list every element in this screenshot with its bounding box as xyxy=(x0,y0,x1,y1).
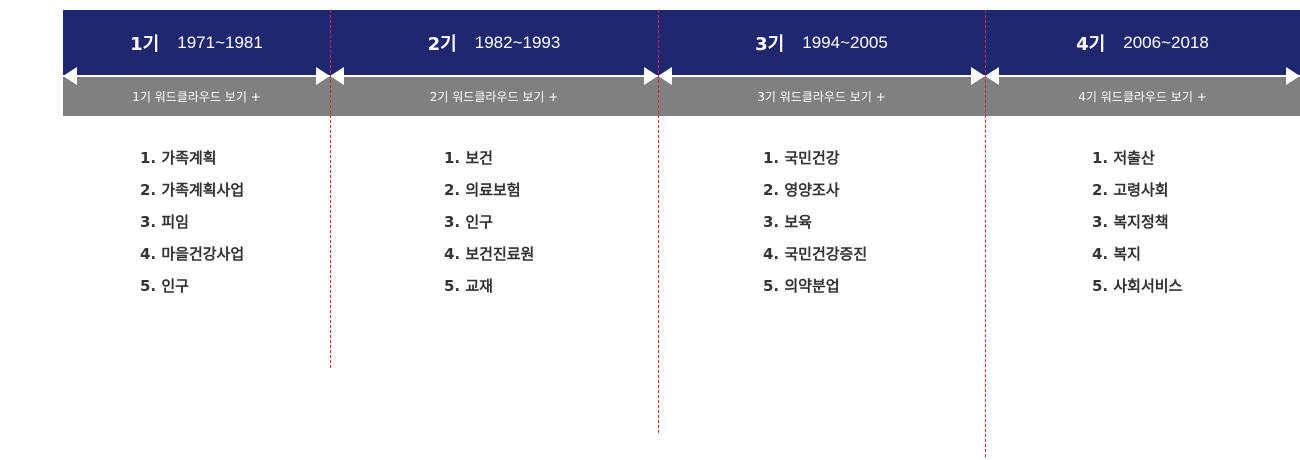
arrow-left-icon xyxy=(658,67,672,85)
period-years: 1971~1981 xyxy=(177,32,263,52)
period-column: 1기 1971~1981 1기 워드클라우드 보기 + xyxy=(63,10,330,116)
timeline-line xyxy=(985,67,1300,85)
period-years: 2006~2018 xyxy=(1123,32,1209,52)
keyword-item: 4. 마을건강사업 xyxy=(140,245,245,263)
arrow-right-icon xyxy=(644,67,658,85)
keyword-item: 3. 인구 xyxy=(444,213,493,231)
period-column: 4기 2006~2018 4기 워드클라우드 보기 + xyxy=(985,10,1300,116)
arrow-left-icon xyxy=(985,67,999,85)
keyword-list: 1. 저출산 2. 고령사회 3. 복지정책 4. 복지 5. 사회서비스 xyxy=(1092,148,1182,308)
period-divider xyxy=(658,10,659,433)
keyword-item: 3. 피임 xyxy=(140,213,189,231)
period-header: 4기 2006~2018 xyxy=(985,10,1300,75)
arrow-right-icon xyxy=(316,67,330,85)
arrow-left-icon xyxy=(63,67,77,85)
keyword-item: 4. 복지 xyxy=(1092,245,1141,263)
wordcloud-link[interactable]: 1기 워드클라우드 보기 + xyxy=(63,77,330,116)
period-years: 1994~2005 xyxy=(802,32,888,52)
period-header: 2기 1982~1993 xyxy=(330,10,658,75)
period-header: 1기 1971~1981 xyxy=(63,10,330,75)
period-divider xyxy=(985,10,986,457)
wordcloud-link[interactable]: 2기 워드클라우드 보기 + xyxy=(330,77,658,116)
keyword-item: 1. 보건 xyxy=(444,149,493,167)
period-divider xyxy=(330,10,331,368)
period-column: 3기 1994~2005 3기 워드클라우드 보기 + xyxy=(658,10,985,116)
keyword-item: 1. 가족계획 xyxy=(140,149,217,167)
timeline-line xyxy=(658,67,985,85)
period-generation: 3기 xyxy=(755,33,785,55)
wordcloud-link[interactable]: 4기 워드클라우드 보기 + xyxy=(985,77,1300,116)
period-generation: 1기 xyxy=(130,33,160,55)
keyword-item: 2. 영양조사 xyxy=(763,181,840,199)
keyword-item: 5. 의약분업 xyxy=(763,277,840,295)
keyword-item: 1. 국민건강 xyxy=(763,149,840,167)
period-generation: 2기 xyxy=(427,33,457,55)
arrow-right-icon xyxy=(1286,67,1300,85)
keyword-item: 5. 교재 xyxy=(444,277,493,295)
period-column: 2기 1982~1993 2기 워드클라우드 보기 + xyxy=(330,10,658,116)
wordcloud-link[interactable]: 3기 워드클라우드 보기 + xyxy=(658,77,985,116)
keyword-list: 1. 국민건강 2. 영양조사 3. 보육 4. 국민건강증진 5. 의약분업 xyxy=(763,148,867,308)
keyword-list: 1. 보건 2. 의료보험 3. 인구 4. 보건진료원 5. 교재 xyxy=(444,148,534,308)
period-header: 3기 1994~2005 xyxy=(658,10,985,75)
timeline-line xyxy=(63,67,330,85)
keyword-item: 3. 복지정책 xyxy=(1092,213,1169,231)
arrow-right-icon xyxy=(971,67,985,85)
keyword-item: 5. 사회서비스 xyxy=(1092,277,1183,295)
arrow-left-icon xyxy=(330,67,344,85)
keyword-list: 1. 가족계획 2. 가족계획사업 3. 피임 4. 마을건강사업 5. 인구 xyxy=(140,148,244,308)
period-generation: 4기 xyxy=(1076,33,1106,55)
keyword-item: 3. 보육 xyxy=(763,213,812,231)
keyword-item: 2. 고령사회 xyxy=(1092,181,1169,199)
keyword-item: 1. 저출산 xyxy=(1092,149,1155,167)
period-years: 1982~1993 xyxy=(474,32,561,52)
keyword-item: 5. 인구 xyxy=(140,277,189,295)
keyword-item: 4. 국민건강증진 xyxy=(763,245,868,263)
keyword-item: 4. 보건진료원 xyxy=(444,245,535,263)
keyword-item: 2. 가족계획사업 xyxy=(140,181,245,199)
keyword-item: 2. 의료보험 xyxy=(444,181,521,199)
timeline-line xyxy=(330,67,658,85)
